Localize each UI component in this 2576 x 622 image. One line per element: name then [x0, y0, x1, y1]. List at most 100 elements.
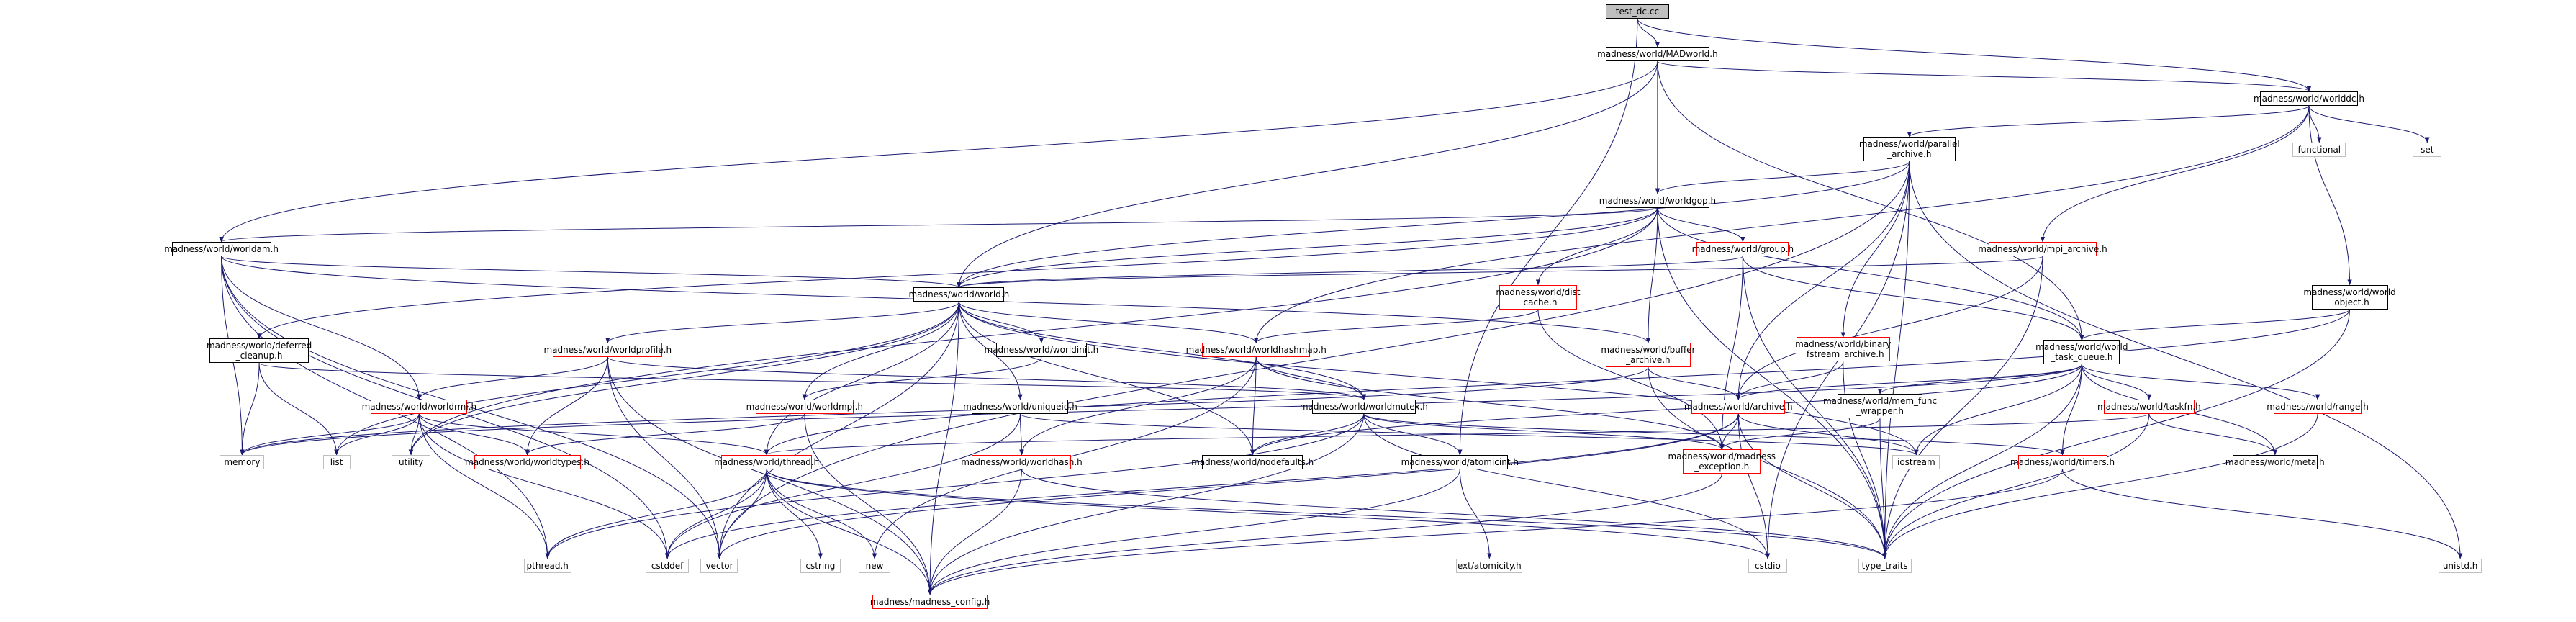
edge-worldmutex-to-pthread	[545, 413, 1365, 559]
node-label-line: madness/madness_config.h	[869, 596, 990, 607]
edge-worldrmi-to-thread	[418, 413, 769, 456]
node-label-line: _archive.h	[1887, 149, 1932, 160]
node-atomicint-h[interactable]: madness/world/atomicint.h	[1401, 454, 1519, 469]
node-label-line: _fstream_archive.h	[1802, 349, 1884, 360]
node-binary-fstream-archive-h[interactable]: madness/world/binary _fstream_archive.h	[1795, 337, 1892, 362]
node-label-line: cstring	[805, 560, 836, 571]
node-deferred-cleanup-h[interactable]: madness/world/deferred _cleanup.h	[206, 338, 312, 364]
node-mpi-archive-h[interactable]: madness/world/mpi_archive.h	[1978, 242, 2107, 256]
node-label-line: _wrapper.h	[1856, 406, 1904, 417]
node-label-line: _exception.h	[1694, 461, 1750, 472]
node-label-line: type_traits	[1861, 560, 1908, 571]
node-thread-h[interactable]: madness/world/thread.h	[714, 454, 819, 469]
edge-parallel_archive-to-type_traits	[1882, 161, 1910, 559]
node-functional[interactable]: functional	[2292, 142, 2346, 157]
node-label-line: madness/world/dist	[1496, 287, 1581, 297]
edge-binary_fstream-to-type_traits	[1843, 361, 1887, 559]
edge-world_object-to-thread	[764, 309, 2351, 456]
node-worldhash-h[interactable]: madness/world/worldhash.h	[961, 454, 1083, 469]
node-dist-cache-h[interactable]: madness/world/dist _cache.h	[1496, 284, 1581, 310]
node-label-line: madness/world/worldgop.h	[1599, 195, 1717, 206]
node-label-line: _cache.h	[1519, 297, 1558, 307]
node-madness-config-h[interactable]: madness/madness_config.h	[869, 594, 990, 609]
node-label-line: vector	[705, 560, 733, 571]
node-test-dc-cc[interactable]: test_dc.cc	[1605, 4, 1669, 19]
node-memory[interactable]: memory	[220, 454, 265, 469]
node-taskfn-h[interactable]: madness/world/taskfn.h	[2097, 399, 2201, 414]
edge-worldprofile-to-worldtypes	[525, 357, 608, 456]
edge-world-to-worldinit	[958, 302, 1044, 343]
node-group-h[interactable]: madness/world/group.h	[1692, 242, 1794, 256]
node-nodefaults-h[interactable]: madness/world/nodefaults.h	[1191, 454, 1314, 469]
node-buffer-archive-h[interactable]: madness/world/buffer _archive.h	[1601, 343, 1695, 368]
node-worldam-h[interactable]: madness/world/worldam.h	[164, 242, 279, 256]
node-label-line: madness/world/worldhash.h	[961, 456, 1083, 467]
node-mem-func-wrapper-h[interactable]: madness/world/mem_func _wrapper.h	[1823, 394, 1937, 419]
edge-worldhash-to-madness_config	[927, 469, 1022, 595]
edge-thread-to-madness_config	[766, 469, 933, 595]
node-range-h[interactable]: madness/world/range.h	[2267, 399, 2369, 414]
node-cstddef[interactable]: cstddef	[646, 558, 690, 573]
node-archive-h[interactable]: madness/world/archive.h	[1684, 399, 1793, 414]
edge-worlddc-to-worldhashmap	[1254, 105, 2310, 343]
node-world-task-queue-h[interactable]: madness/world/world _task_queue.h	[2035, 340, 2128, 365]
node-worldhashmap-h[interactable]: madness/world/worldhashmap.h	[1186, 343, 1327, 358]
edge-parallel_archive-to-archive	[1736, 161, 1910, 400]
edge-buffer_archive-to-type_traits	[1648, 367, 1887, 559]
edge-deferred_cleanup-to-memory	[240, 363, 260, 456]
node-list[interactable]: list	[322, 454, 351, 469]
node-madworld-h[interactable]: madness/world/MADworld.h	[1597, 47, 1718, 62]
node-timers-h[interactable]: madness/world/timers.h	[2010, 454, 2115, 469]
edge-worldprofile-to-worldrmi	[417, 357, 608, 400]
edge-world-to-worldprofile	[605, 302, 959, 343]
edge-thread-to-type_traits	[766, 469, 1887, 559]
edge-uniqueid-to-worldhash	[1019, 413, 1024, 456]
node-uniqueid-h[interactable]: madness/world/uniqueid.h	[963, 399, 1077, 414]
edge-worldhashmap-to-worldmutex	[1255, 357, 1367, 400]
edge-worlddc-to-set	[2308, 105, 2430, 143]
node-world-h[interactable]: madness/world/world.h	[908, 287, 1009, 302]
node-label-line: madness/world/worldhashmap.h	[1185, 345, 1327, 356]
edge-parallel_archive-to-worldgop	[1655, 161, 1910, 194]
edge-world-to-utility	[408, 302, 959, 456]
node-worldmutex-h[interactable]: madness/world/worldmutex.h	[1300, 399, 1428, 414]
node-label-line: list	[330, 456, 343, 467]
node-cstdio[interactable]: cstdio	[1748, 558, 1787, 573]
node-world-object-h[interactable]: madness/world/world _object.h	[2303, 284, 2396, 310]
node-label-line: madness/world/deferred	[206, 341, 312, 351]
node-worldrmi-h[interactable]: madness/world/worldrmi.h	[362, 399, 476, 414]
edge-thread-to-cstdio	[766, 469, 1770, 559]
node-set[interactable]: set	[2413, 142, 2442, 157]
node-worldinit-h[interactable]: madness/world/worldinit.h	[985, 343, 1098, 358]
edge-worldgop-to-group	[1657, 207, 1745, 243]
node-label-line: madness/world/binary	[1795, 339, 1892, 350]
edge-worldhashmap-to-nodefaults	[1250, 357, 1257, 456]
node-worlddc-h[interactable]: madness/world/worlddc.h	[2254, 91, 2364, 106]
node-vector[interactable]: vector	[700, 558, 738, 573]
node-cstring[interactable]: cstring	[800, 558, 841, 573]
node-meta-h[interactable]: madness/world/meta.h	[2225, 454, 2325, 469]
node-worldprofile-h[interactable]: madness/world/worldprofile.h	[543, 343, 672, 358]
edge-taskfn-to-type_traits	[1882, 413, 2150, 559]
edge-mpi_archive-to-archive	[1736, 256, 2043, 400]
edge-world-to-iostream	[958, 302, 1919, 456]
node-label-line: madness/world/worlddc.h	[2253, 93, 2364, 104]
node-utility[interactable]: utility	[392, 454, 430, 469]
node-new[interactable]: new	[859, 558, 890, 573]
node-type-traits[interactable]: type_traits	[1858, 558, 1912, 573]
node-madness-exception-h[interactable]: madness/world/madness _exception.h	[1668, 449, 1776, 474]
node-worldgop-h[interactable]: madness/world/worldgop.h	[1599, 193, 1716, 208]
node-worldtypes-h[interactable]: madness/world/worldtypes.h	[465, 454, 589, 469]
edge-thread-to-pthread	[545, 469, 767, 559]
node-ext-atomicity-h[interactable]: ext/atomicity.h	[1456, 558, 1523, 573]
node-worldmpi-h[interactable]: madness/world/worldmpi.h	[746, 399, 863, 414]
edge-thread-to-cstring	[766, 469, 823, 559]
node-iostream[interactable]: iostream	[1892, 454, 1940, 469]
node-unistd-h[interactable]: unistd.h	[2439, 558, 2482, 573]
edge-deferred_cleanup-to-list	[258, 363, 339, 456]
node-parallel-archive-h[interactable]: madness/world/parallel _archive.h	[1859, 137, 1960, 162]
node-pthread-h[interactable]: pthread.h	[523, 558, 571, 573]
node-label-line: cstdio	[1755, 560, 1781, 571]
edge-mpi_archive-to-world	[957, 256, 2043, 289]
